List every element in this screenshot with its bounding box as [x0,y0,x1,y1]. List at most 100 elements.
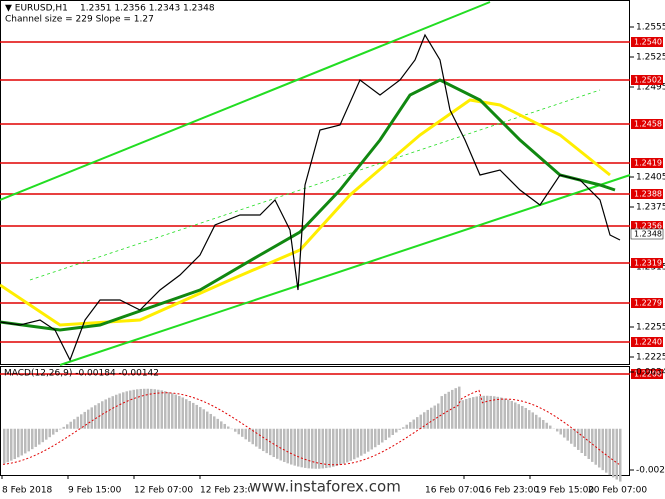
macd-bar [412,419,415,429]
macd-bar [356,428,359,458]
level-box [631,37,663,47]
macd-bar [55,428,58,433]
macd-bar [265,428,268,454]
macd-label: MACD(12,26,9) -0.00184 -0.00142 [4,369,159,379]
macd-bar [531,412,534,429]
macd-bar [549,425,552,429]
macd-bar [237,428,240,435]
channel-mid [29,89,601,281]
macd-bar [391,428,394,436]
macd-bar [468,397,471,429]
macd-bar [104,399,107,429]
ohlc: 1.2351 1.2356 1.2343 1.2348 [80,4,215,14]
level-box [631,75,663,85]
level-label: 1.2240 [634,338,662,347]
macd-signal [2,389,620,466]
macd-bar [255,428,258,447]
macd-bar [80,414,83,429]
macd-bar [507,399,510,429]
date-label: 12 Feb 07:00 [134,486,193,496]
macd-bar [20,428,23,456]
macd-bar [38,428,41,445]
macd-bar [409,422,412,429]
price-label: 1.2525 [636,53,665,63]
macd-bar [185,399,188,429]
current-box [630,228,664,240]
macd-bar [465,398,468,429]
macd-bar [454,388,457,429]
macd-bar [167,392,170,429]
macd-bar [262,428,265,452]
macd-bar [570,428,573,444]
macd-bar [426,409,429,429]
macd-bar [433,405,436,429]
macd-bar [192,402,195,429]
macd-axis-label: -0.00253 [636,466,665,476]
date-label: 8 Feb 2018 [2,486,53,496]
macd-bar [62,426,65,429]
macd-bar [293,428,296,466]
macd-bar [598,428,601,468]
level-box [631,337,663,347]
watermark: www.instaforex.com [249,478,401,496]
macd-bar [17,428,20,458]
macd-bar [216,418,219,429]
level-label: 1.2279 [634,299,662,308]
macd-bar [129,390,132,429]
macd-bar [486,395,489,429]
macd-bar [122,392,125,429]
macd-bar [248,428,251,442]
macd-bar [367,428,370,452]
macd-bar [479,396,482,429]
macd-bar [118,393,121,429]
macd-bar [573,428,576,447]
macd-bar [395,428,398,433]
macd-bar [59,428,62,430]
macd-bar [69,421,72,429]
macd-bar [346,428,349,463]
macd-bar [318,428,321,469]
ma-fast [0,78,616,332]
level-label: 1.2502 [634,76,662,85]
macd-bar [90,407,93,429]
macd-bar [325,428,328,469]
macd-bar [381,428,384,443]
level-label: 1.2419 [634,159,662,168]
macd-bar [349,428,352,461]
macd-panel [0,366,630,476]
macd-bar [41,428,44,443]
macd-bar [601,428,604,471]
date-label: 16 Feb 07:00 [425,486,484,496]
macd-bar [241,428,244,437]
macd-bar [430,407,433,429]
macd-bar [13,428,16,460]
level-box [631,158,663,168]
macd-bar [76,416,79,429]
macd-bar [384,428,387,441]
macd-bar [286,428,289,464]
macd-bar [290,428,293,465]
macd-bar [437,403,440,429]
macd-bar [139,388,142,429]
macd-bar [496,396,499,429]
macd-bar [24,428,27,454]
macd-bar [272,428,275,458]
macd-bar [493,396,496,429]
macd-bar [451,389,454,429]
symbol: ▼ EURUSD,H1 [5,4,68,14]
macd-bar [580,428,583,454]
macd-bar [535,414,538,429]
macd-bar [150,388,153,429]
macd-bar [342,428,345,464]
macd-bar [31,428,34,450]
macd-bar [251,428,254,445]
macd-bar [510,400,513,429]
macd-bar [405,424,408,429]
macd-bar [542,420,545,429]
macd-bar [500,397,503,429]
macd-bar [489,395,492,429]
macd-bar [209,413,212,429]
macd-bar [199,407,202,429]
macd-bar [321,428,324,469]
